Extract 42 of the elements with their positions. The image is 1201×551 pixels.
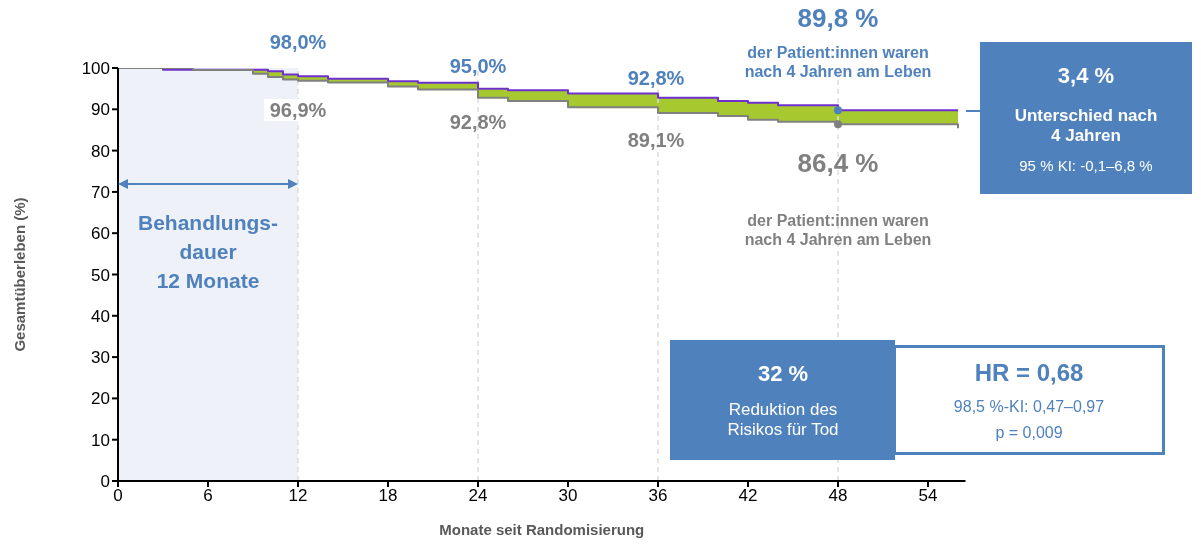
- x-tick-label: 48: [828, 486, 848, 506]
- y-tick-label: 90: [91, 100, 110, 120]
- text: Unterschied nach 4 Jahren: [1013, 105, 1159, 147]
- y-tick-label: 30: [91, 348, 110, 368]
- text: 3,4 %: [1056, 62, 1116, 90]
- x-tick-label: 0: [113, 486, 123, 506]
- annotation: 89,1%: [626, 128, 686, 153]
- annotation: 92,8%: [627, 66, 685, 89]
- y-tick-label: 60: [91, 224, 110, 244]
- x-tick-label: 12: [288, 486, 308, 506]
- band-label: Behandlungs- dauer 12 Monate: [137, 210, 279, 295]
- text: p = 0,009: [994, 423, 1064, 443]
- text: 95 % KI: -0,1–6,8 %: [1018, 157, 1154, 175]
- x-tick-label: 24: [468, 486, 488, 506]
- x-tick-label: 6: [203, 486, 213, 506]
- y-tick-label: 0: [100, 472, 110, 492]
- annotation: Reduktion des Risikos für Tod: [726, 399, 840, 441]
- y-tick-label: 80: [91, 141, 110, 161]
- y-tick-label: 70: [91, 182, 110, 202]
- annotation: 32 %: [756, 360, 810, 388]
- x-tick-label: 42: [738, 486, 758, 506]
- y-tick-label: 50: [91, 265, 110, 285]
- y-tick-label: 20: [91, 389, 110, 409]
- y-tick-label: 100: [81, 59, 110, 79]
- x-axis-title: Monate seit Randomisierung: [439, 521, 645, 538]
- annotation: 95,0%: [448, 53, 508, 78]
- x-tick-label: 18: [378, 486, 398, 506]
- x-tick-label: 36: [648, 486, 668, 506]
- annotation: der Patient:innen waren nach 4 Jahren am Leben: [743, 42, 933, 82]
- y-tick-label: 40: [91, 306, 110, 326]
- y-axis-title: Gesamtüberleben (%): [11, 197, 29, 352]
- x-tick-label: 30: [558, 486, 578, 506]
- annotation: 89,8 %: [796, 2, 880, 34]
- annotation: 98,5 %-KI: 0,47–0,97: [952, 397, 1106, 417]
- text: HR = 0,68: [973, 358, 1085, 388]
- y-tick-label: 10: [91, 430, 110, 450]
- x-tick-label: 54: [918, 486, 938, 506]
- annotation: 96,9%: [263, 98, 333, 121]
- annotation: 92,8%: [448, 109, 508, 134]
- annotation: 86,4 %: [796, 147, 880, 179]
- annotation: der Patient:innen waren nach 4 Jahren am Leben: [743, 210, 933, 250]
- annotation: 98,0%: [268, 30, 328, 55]
